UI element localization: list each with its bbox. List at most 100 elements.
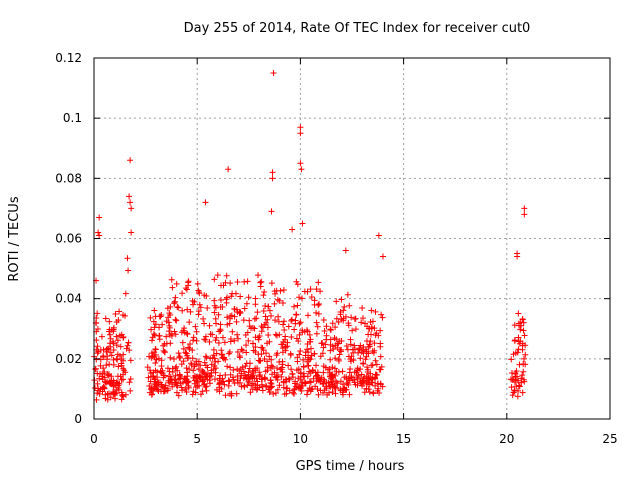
data-point (256, 384, 263, 391)
data-point (152, 360, 159, 367)
data-point (243, 300, 250, 307)
data-point (240, 375, 247, 382)
data-point (225, 382, 232, 389)
data-point (313, 319, 320, 326)
data-point (314, 323, 321, 330)
data-point (522, 351, 529, 358)
data-point (162, 387, 169, 394)
data-point (177, 380, 184, 387)
data-point (100, 353, 107, 360)
data-point (276, 382, 283, 389)
data-point (187, 308, 194, 315)
data-point (209, 354, 216, 361)
data-point (167, 340, 174, 347)
data-point (180, 379, 187, 386)
data-point (165, 377, 172, 384)
data-point (274, 365, 281, 372)
data-point (307, 336, 314, 343)
data-point (357, 355, 364, 362)
data-point (367, 318, 374, 325)
data-point (94, 310, 101, 317)
data-point (104, 356, 111, 363)
data-point (217, 326, 224, 333)
data-point (345, 353, 352, 360)
data-point (288, 366, 295, 373)
data-point (359, 315, 366, 322)
data-point (359, 305, 366, 312)
plot-frame (93, 57, 611, 420)
data-point (173, 280, 180, 287)
data-point (94, 390, 101, 397)
data-point (377, 353, 384, 360)
data-point (247, 360, 254, 367)
data-point (366, 377, 373, 384)
data-point (508, 384, 515, 391)
data-point (520, 319, 527, 326)
data-point (148, 391, 155, 398)
data-point (339, 368, 346, 375)
data-point (256, 369, 263, 376)
data-point (238, 370, 245, 377)
data-point (352, 315, 359, 322)
data-point (285, 362, 292, 369)
data-point (166, 368, 173, 375)
data-point (176, 353, 183, 360)
data-point (118, 389, 125, 396)
data-point (204, 373, 211, 380)
data-point (114, 337, 121, 344)
data-point (347, 336, 354, 343)
data-point (515, 382, 522, 389)
data-point (294, 354, 301, 361)
data-point (320, 380, 327, 387)
data-point (151, 380, 158, 387)
data-point (252, 367, 259, 374)
data-point (298, 166, 305, 173)
data-point (272, 390, 279, 397)
data-point (186, 319, 193, 326)
data-point (266, 353, 273, 360)
data-point (175, 392, 182, 399)
data-point (201, 381, 208, 388)
data-point (196, 373, 203, 380)
data-point (193, 328, 200, 335)
data-point (201, 320, 208, 327)
data-point (147, 367, 154, 374)
data-point (314, 385, 321, 392)
data-point (112, 395, 119, 402)
data-point (368, 324, 375, 331)
data-point (297, 160, 304, 167)
data-point (313, 286, 320, 293)
data-point (224, 314, 231, 321)
data-point (166, 328, 173, 335)
data-point (341, 374, 348, 381)
data-point (520, 368, 527, 375)
data-point (209, 331, 216, 338)
data-point (148, 326, 155, 333)
data-point (279, 358, 286, 365)
data-point (344, 380, 351, 387)
data-point (333, 298, 340, 305)
data-point (150, 331, 157, 338)
data-point (258, 351, 265, 358)
data-point (202, 199, 209, 206)
data-point (299, 295, 306, 302)
data-point (190, 367, 197, 374)
data-point (367, 331, 374, 338)
data-point (515, 387, 522, 394)
data-point (249, 386, 256, 393)
data-point (276, 297, 283, 304)
data-point (147, 314, 154, 321)
data-point (166, 324, 173, 331)
data-point (266, 307, 273, 314)
data-point (327, 347, 334, 354)
data-point (231, 337, 238, 344)
data-point (291, 385, 298, 392)
data-point (176, 375, 183, 382)
data-point (110, 356, 117, 363)
data-point (339, 391, 346, 398)
data-point (118, 356, 125, 363)
data-point (233, 390, 240, 397)
data-point (255, 272, 262, 279)
data-point (313, 372, 320, 379)
data-point (180, 358, 187, 365)
